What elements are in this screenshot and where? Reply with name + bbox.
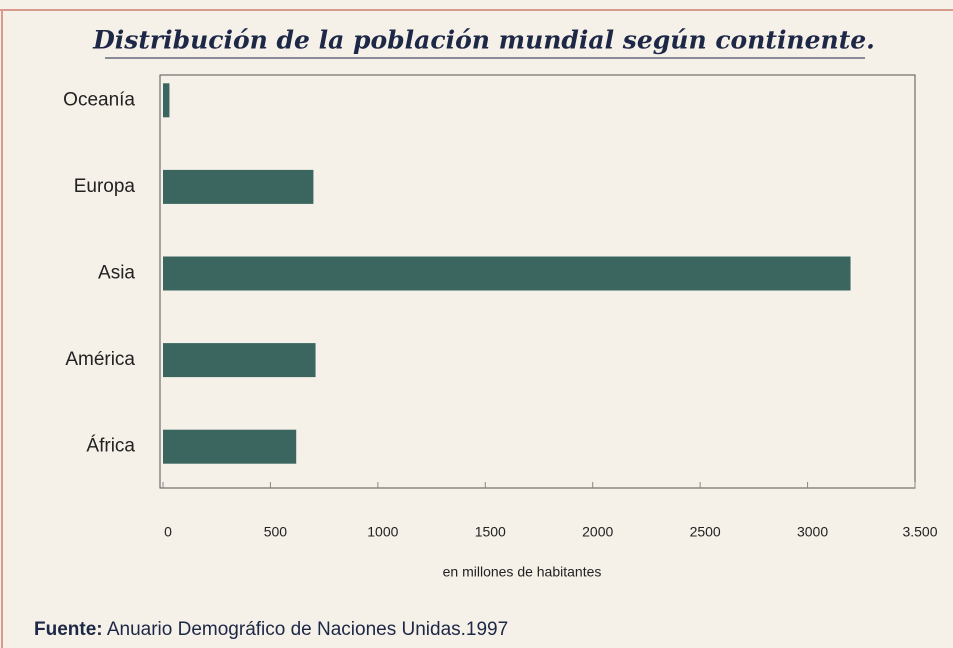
bar (163, 343, 316, 378)
x-tick-label: 3.500 (902, 524, 937, 540)
source-label: Fuente: (34, 619, 103, 640)
source: Fuente: Anuario Demográfico de Naciones … (34, 619, 508, 640)
chart-title: Distribución de la población mundial seg… (92, 26, 875, 55)
y-tick-label: Oceanía (63, 89, 135, 110)
x-tick-label: 2500 (690, 524, 721, 540)
x-tick-label: 3000 (797, 524, 828, 540)
bar (163, 169, 314, 204)
bar (163, 256, 851, 291)
y-tick-label: América (65, 349, 135, 370)
x-tick-label: 2000 (582, 524, 613, 540)
bar (163, 83, 170, 118)
y-tick-label: Asia (98, 263, 135, 284)
x-tick-label: 1000 (367, 524, 398, 540)
x-tick-label: 1500 (475, 524, 506, 540)
plot-frame (159, 74, 916, 489)
x-axis-label: en millones de habitantes (443, 564, 602, 580)
source-text: Anuario Demográfico de Naciones Unidas.1… (107, 619, 508, 640)
x-tick-label: 0 (164, 524, 172, 540)
bar (163, 429, 297, 464)
y-tick-label: Europa (74, 176, 136, 197)
x-tick-label: 500 (264, 524, 288, 540)
y-tick-label: África (86, 436, 135, 457)
